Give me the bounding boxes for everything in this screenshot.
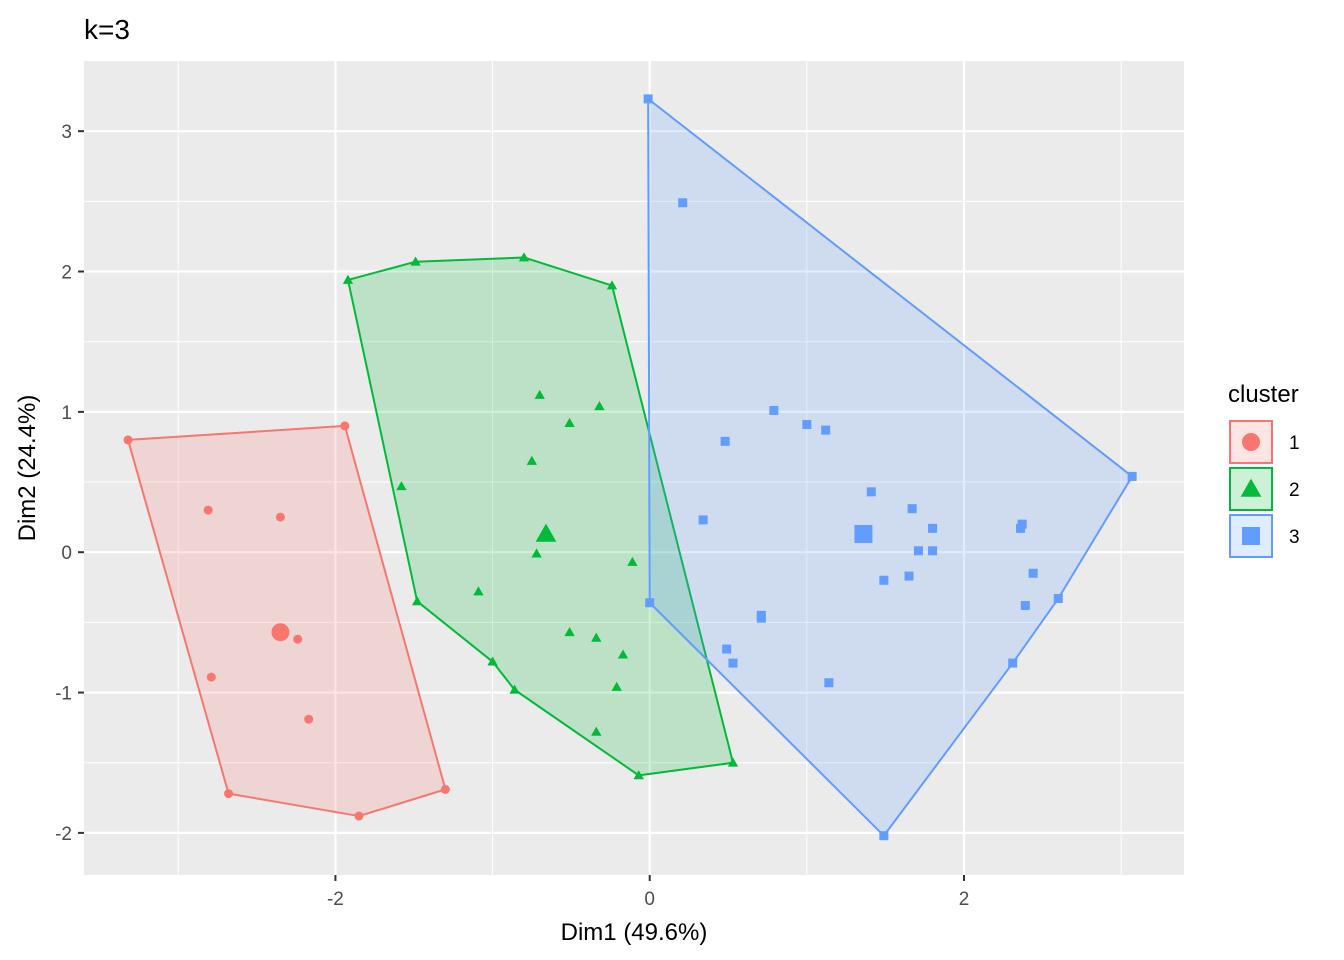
legend-marker-2 [1240, 478, 1262, 497]
cluster-3-point [1127, 471, 1137, 481]
cluster-1-point [275, 512, 285, 522]
cluster-2-point [564, 417, 575, 427]
cluster-2-point [606, 280, 618, 290]
cluster-2-point [611, 681, 622, 691]
cluster-3-point [821, 425, 831, 435]
cluster-3-point [1016, 523, 1026, 533]
legend-marker-1 [1242, 433, 1260, 451]
cluster-2-point [727, 757, 739, 767]
cluster-1-point [440, 784, 450, 794]
cluster-3-point [769, 405, 779, 415]
cluster-2-point [591, 726, 602, 736]
x-axis-title: Dim1 (49.6%) [561, 919, 708, 946]
cluster-3-point [904, 571, 914, 581]
legend-title: cluster [1228, 381, 1299, 408]
cluster-3-point [1053, 594, 1063, 604]
cluster-1-hull [127, 424, 447, 818]
x-tick-label: -2 [327, 889, 344, 910]
y-tick-label: 0 [61, 543, 72, 564]
cluster-3-point [1020, 601, 1030, 611]
cluster-3-point [907, 504, 917, 514]
cluster-3-point [1008, 658, 1018, 668]
cluster-1-point [206, 672, 216, 682]
cluster-3-point [722, 644, 732, 654]
x-tick-label: 2 [959, 889, 970, 910]
cluster-3-point [824, 678, 834, 688]
cluster-1-point [354, 811, 364, 821]
chart-title: k=3 [84, 14, 130, 45]
legend-label-1: 1 [1289, 433, 1300, 454]
legend-label-3: 3 [1289, 527, 1300, 548]
cluster-2-point [633, 770, 644, 780]
cluster-3-point [720, 436, 730, 446]
data-points [123, 94, 1137, 841]
cluster-2-point [396, 481, 407, 491]
y-tick-label: -1 [55, 684, 72, 705]
cluster-1-point [340, 421, 350, 431]
cluster-1-center [271, 623, 290, 642]
cluster-3-point [879, 831, 889, 841]
legend-marker-3 [1242, 527, 1260, 545]
cluster-2-point [617, 649, 629, 659]
y-tick-label: 3 [61, 122, 72, 143]
cluster-1-point [304, 714, 314, 724]
cluster-2-point [473, 586, 484, 596]
cluster-2-point [411, 596, 423, 606]
y-tick-label: 1 [61, 403, 72, 424]
cluster-3-point [678, 198, 688, 208]
cluster-1-point [293, 634, 303, 644]
y-tick-label: -2 [55, 824, 72, 845]
cluster-2-hull [347, 256, 734, 777]
cluster-2-point [410, 256, 421, 266]
x-axis: -2 0 2 [327, 875, 969, 910]
cluster-3-point [728, 658, 738, 668]
cluster-3-point [879, 575, 889, 585]
cluster-2-point [487, 656, 498, 666]
y-tick-label: 2 [61, 263, 72, 284]
cluster-3-point [643, 94, 653, 104]
legend: cluster 1 2 3 [1228, 381, 1300, 558]
cluster-2-point [526, 455, 538, 465]
cluster-3-point [913, 546, 923, 556]
y-axis-title: Dim2 (24.4%) [14, 395, 41, 542]
cluster-3-point [928, 523, 938, 533]
cluster-2-point [518, 252, 530, 262]
cluster-2-point [627, 556, 638, 566]
y-axis: -2 -1 0 1 2 3 [55, 122, 84, 845]
cluster-3-point [928, 546, 938, 556]
cluster-2-center [535, 523, 557, 542]
cluster-2-point [591, 632, 602, 642]
cluster-3-point [1028, 568, 1038, 578]
cluster-2-point [531, 548, 542, 558]
cluster-3-point [756, 613, 766, 623]
cluster-2-point [342, 274, 354, 284]
plot-panel [84, 61, 1184, 875]
cluster-hulls [127, 97, 1134, 837]
legend-label-2: 2 [1289, 480, 1300, 501]
cluster-2-point [534, 389, 545, 399]
cluster-1-point [203, 505, 213, 515]
cluster-3-center [854, 524, 873, 543]
cluster-1-point [123, 435, 133, 445]
cluster-3-point [802, 419, 812, 429]
cluster-2-point [509, 684, 520, 694]
cluster-3-point [698, 515, 708, 525]
cluster-1-point [224, 789, 234, 799]
cluster-3-point [645, 598, 655, 608]
cluster-2-point [564, 627, 575, 637]
x-tick-label: 0 [644, 889, 655, 910]
minor-gridlines [84, 61, 1184, 875]
cluster-2-point [594, 401, 605, 411]
cluster-3-point [866, 487, 876, 497]
